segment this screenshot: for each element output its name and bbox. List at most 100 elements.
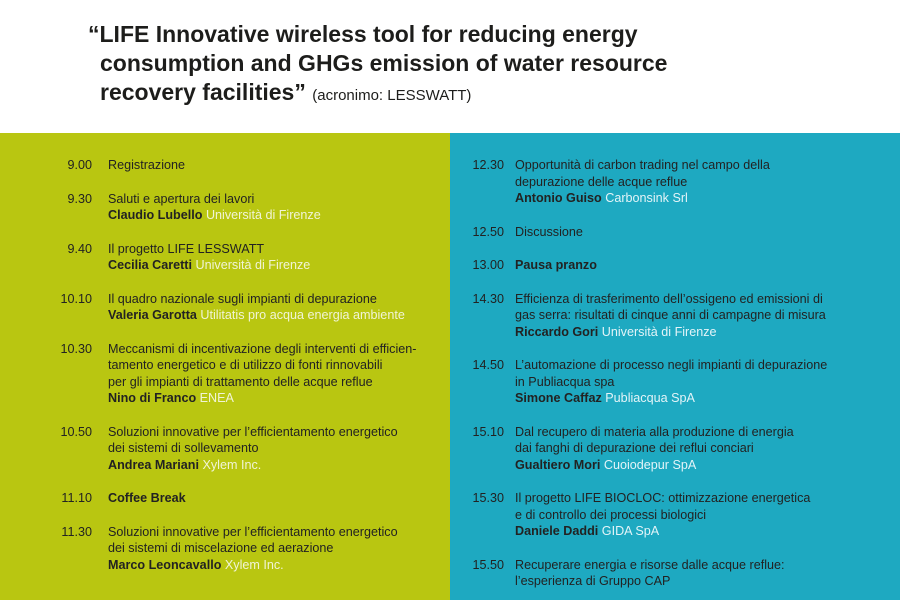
- speaker-org: GIDA SpA: [601, 524, 660, 538]
- agenda-title-line: Efficienza di trasferimento dell’ossigen…: [515, 291, 823, 306]
- agenda-speaker-line: Antonio Guiso Carbonsink Srl: [515, 190, 845, 207]
- agenda-item: 14.30 Efficienza di trasferimento dell’os…: [450, 291, 900, 341]
- agenda-title-line: tamento energetico e di utilizzo di font…: [108, 358, 383, 372]
- agenda-title-line: dei sistemi di sollevamento: [108, 441, 259, 455]
- agenda-speaker-line: Marco Leoncavallo Xylem Inc.: [108, 557, 438, 574]
- agenda-title-line: L’automazione di processo negli impianti…: [515, 358, 828, 372]
- speaker-name: Nino di Franco: [108, 391, 197, 405]
- title-line: “LIFE Innovative wireless tool for reduc…: [88, 21, 638, 47]
- program-list-left: 9.00 Registrazione 9.30 Saluti e apertura d…: [0, 157, 450, 590]
- agenda-body: Il quadro nazionale sugli impianti di de…: [108, 291, 438, 324]
- speaker-org: Carbonsink Srl: [605, 191, 688, 205]
- agenda-item: 13.00 Pausa pranzo: [450, 257, 900, 274]
- agenda-speaker-line: Andrea Mariani Xylem Inc.: [108, 457, 438, 474]
- speaker-org: Università di Firenze: [601, 324, 717, 339]
- agenda-item: 9.40 Il progetto LIFE LESSWATT Cecilia Car…: [0, 241, 450, 274]
- agenda-item: 10.10 Il quadro nazionale sugli impianti …: [0, 291, 450, 324]
- agenda-title-line: Opportunità di carbon trading nel campo …: [515, 158, 770, 172]
- agenda-title-line: dai fanghi di depurazione dei reflui con…: [515, 441, 754, 455]
- agenda-time: 15.50: [472, 557, 504, 572]
- agenda-body: Soluzioni innovative per l’efficientamen…: [108, 524, 438, 574]
- agenda-speaker-line: Riccardo Gori Università di Firenze: [515, 324, 845, 341]
- agenda-title: Discussione: [515, 224, 583, 239]
- speaker-org: Utilitatis pro acqua energia ambiente: [200, 308, 405, 322]
- header: “LIFE Innovative wireless tool for reduc…: [0, 0, 900, 133]
- agenda-time: 15.10: [472, 424, 504, 439]
- agenda-body: Registrazione: [108, 157, 438, 174]
- agenda-item: 11.30 Soluzioni innovative per l’efficien…: [0, 524, 450, 574]
- agenda-time: 14.30: [472, 291, 504, 306]
- speaker-name: Cecilia Caretti: [108, 258, 192, 272]
- agenda-item: 12.30 Opportunità di carbon trading nel c…: [450, 157, 900, 207]
- title-line: consumption and GHGs emission of water r…: [100, 50, 668, 76]
- agenda-item: 14.50 L’automazione di processo negli imp…: [450, 357, 900, 407]
- agenda-title-line: Meccanismi di incentivazione degli inter…: [108, 341, 417, 356]
- agenda-title-line: Soluzioni innovative per l’efficientamen…: [108, 424, 398, 439]
- agenda-time: 10.10: [60, 291, 92, 306]
- agenda-item: 9.30 Saluti e apertura dei lavori Claudio …: [0, 191, 450, 224]
- speaker-org: ENEA: [199, 391, 234, 405]
- agenda-body: Efficienza di trasferimento dell’ossigen…: [515, 291, 845, 341]
- speaker-name: Marco Leoncavallo: [108, 557, 222, 572]
- agenda-title: Registrazione: [108, 158, 186, 172]
- program-left-column: 9.00 Registrazione 9.30 Saluti e apertura d…: [0, 133, 450, 600]
- agenda-title-line: l’esperienza di Gruppo CAP: [515, 574, 671, 588]
- agenda-title-line: e di controllo dei processi biologici: [515, 507, 707, 522]
- agenda-time: 12.50: [472, 224, 504, 239]
- agenda-speaker-line: Gualtiero Mori Cuoiodepur SpA: [515, 457, 845, 474]
- agenda-title: Pausa pranzo: [515, 258, 597, 272]
- agenda-item: 9.00 Registrazione: [0, 157, 450, 174]
- speaker-org: Xylem Inc.: [202, 457, 262, 472]
- agenda-title-line: Il progetto LIFE BIOCLOC: ottimizzazione…: [515, 491, 811, 505]
- agenda-body: Saluti e apertura dei lavori Claudio Lube…: [108, 191, 438, 224]
- agenda-body: Opportunità di carbon trading nel campo …: [515, 157, 845, 207]
- agenda-time: 9.00: [67, 158, 92, 172]
- agenda-time: 13.00: [472, 258, 504, 272]
- agenda-title: Coffee Break: [108, 491, 186, 505]
- agenda-time: 15.30: [472, 491, 504, 505]
- acronym: (acronimo: LESSWATT): [312, 87, 472, 104]
- speaker-name: Valeria Garotta: [108, 308, 197, 322]
- agenda-title-line: Dal recupero di materia alla produzione …: [515, 424, 794, 439]
- agenda-speaker-line: Nino di Franco ENEA: [108, 390, 438, 407]
- speaker-org: Publiacqua SpA: [605, 391, 695, 405]
- agenda-title-line: Soluzioni innovative per l’efficientamen…: [108, 524, 398, 539]
- agenda-time: 9.30: [67, 191, 92, 206]
- agenda-time: 10.30: [60, 341, 92, 356]
- agenda-speaker-line: Daniele Daddi GIDA SpA: [515, 523, 845, 540]
- agenda-time: 9.40: [67, 241, 92, 256]
- agenda-body: Discussione: [515, 224, 845, 241]
- agenda-body: Soluzioni innovative per l’efficientamen…: [108, 424, 438, 474]
- agenda-body: Meccanismi di incentivazione degli inter…: [108, 341, 438, 407]
- agenda-speaker-line: Valeria Garotta Utilitatis pro acqua ene…: [108, 307, 438, 324]
- agenda-time: 14.50: [472, 358, 504, 372]
- speaker-org: Cuoiodepur SpA: [603, 457, 697, 472]
- speaker-name: Gualtiero Mori: [515, 457, 601, 472]
- agenda-body: Il progetto LIFE BIOCLOC: ottimizzazione…: [515, 490, 845, 540]
- speaker-org: Università di Firenze: [205, 208, 321, 222]
- speaker-name: Riccardo Gori: [515, 324, 599, 339]
- title-line: recovery facilities” (acronimo: LESSWATT…: [88, 78, 878, 110]
- agenda-title: Il progetto LIFE LESSWATT: [108, 241, 265, 256]
- agenda-body: Pausa pranzo: [515, 257, 845, 274]
- agenda-item: 10.30 Meccanismi di incentivazione degli …: [0, 341, 450, 407]
- speaker-name: Antonio Guiso: [515, 191, 602, 205]
- agenda-body: Il progetto LIFE LESSWATT Cecilia Caretti…: [108, 241, 438, 274]
- agenda-item: 11.10 Coffee Break: [0, 490, 450, 507]
- agenda-title-line: depurazione delle acque reflue: [515, 174, 688, 189]
- agenda-item: 15.50 Recuperare energia e risorse dalle …: [450, 557, 900, 590]
- agenda-speaker-line: Simone Caffaz Publiacqua SpA: [515, 390, 845, 407]
- agenda-speaker-line: Claudio Lubello Università di Firenze: [108, 207, 438, 224]
- agenda-item: 10.50 Soluzioni innovative per l’efficien…: [0, 424, 450, 474]
- program-right-column: 12.30 Opportunità di carbon trading nel c…: [450, 133, 900, 600]
- speaker-name: Daniele Daddi: [515, 524, 599, 538]
- agenda-time: 10.50: [60, 424, 92, 439]
- agenda-body: L’automazione di processo negli impianti…: [515, 357, 845, 407]
- agenda-body: Coffee Break: [108, 490, 438, 507]
- page-title: “LIFE Innovative wireless tool for reduc…: [88, 20, 878, 110]
- agenda-item: 12.50 Discussione: [450, 224, 900, 241]
- speaker-name: Andrea Mariani: [108, 457, 199, 472]
- agenda-title: Il quadro nazionale sugli impianti di de…: [108, 291, 377, 306]
- agenda-title-line: per gli impianti di trattamento delle ac…: [108, 374, 373, 389]
- agenda-speaker-line: Cecilia Caretti Università di Firenze: [108, 257, 438, 274]
